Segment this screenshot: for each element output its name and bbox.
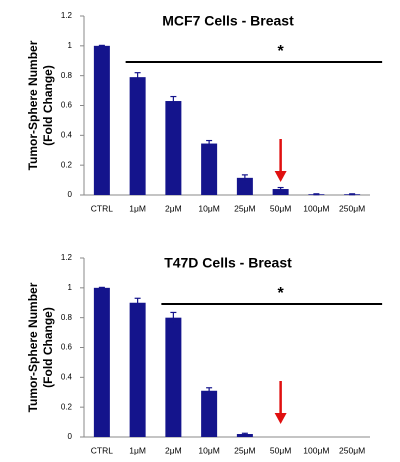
y-axis-label: (Fold Change)	[41, 307, 55, 388]
y-axis-label: (Fold Change)	[41, 65, 55, 146]
bar	[165, 317, 182, 437]
y-tick-label: 0.4	[61, 130, 73, 139]
arrow-head	[274, 171, 287, 182]
x-tick-label: 10μM	[198, 203, 219, 213]
y-axis-label: Tumor-Sphere Number	[26, 40, 40, 170]
bar	[272, 189, 289, 195]
x-tick-label: 1μM	[129, 203, 146, 213]
y-tick-label: 0.8	[61, 313, 73, 322]
y-axis-label: Tumor-Sphere Number	[26, 282, 40, 412]
y-tick-label: 0.2	[61, 402, 73, 411]
error-bar	[206, 387, 213, 395]
error-bar	[313, 193, 320, 196]
y-tick-label: 0.6	[61, 343, 73, 352]
x-tick-label: 50μM	[270, 203, 291, 213]
x-tick-label: 25μM	[234, 203, 255, 213]
chart-title: MCF7 Cells - Breast	[162, 13, 294, 29]
bar	[236, 434, 253, 437]
error-bar	[349, 193, 356, 196]
significance-star: *	[278, 43, 285, 60]
y-tick-label: 0	[68, 432, 73, 441]
bar	[129, 302, 146, 437]
x-tick-label: CTRL	[91, 203, 113, 213]
bar	[93, 45, 110, 196]
y-tick-label: 1	[68, 41, 73, 50]
y-tick-label: 1	[68, 283, 73, 292]
bar	[93, 287, 110, 437]
x-tick-label: 250μM	[339, 445, 365, 455]
error-bar	[277, 186, 284, 192]
error-bar	[98, 44, 105, 47]
x-tick-label: 100μM	[303, 203, 329, 213]
significance-star: *	[278, 285, 285, 302]
x-tick-label: CTRL	[91, 445, 113, 455]
arrow-head	[274, 413, 287, 424]
error-bar	[170, 95, 177, 107]
error-bar	[206, 139, 213, 148]
error-bar	[98, 286, 105, 289]
x-tick-label: 2μM	[165, 445, 182, 455]
y-tick-label: 0	[68, 190, 73, 199]
bar	[201, 143, 218, 195]
y-tick-label: 1.2	[61, 11, 73, 20]
error-bar	[170, 311, 177, 324]
chart-title: T47D Cells - Breast	[164, 255, 292, 271]
x-tick-label: 2μM	[165, 203, 182, 213]
error-bar	[241, 174, 248, 182]
x-tick-label: 250μM	[339, 203, 365, 213]
x-tick-label: 10μM	[198, 445, 219, 455]
y-tick-label: 0.6	[61, 101, 73, 110]
bar	[129, 77, 146, 195]
y-tick-label: 1.2	[61, 253, 73, 262]
bar	[201, 390, 218, 437]
error-bar	[134, 297, 141, 308]
error-bar	[241, 432, 248, 436]
x-tick-label: 25μM	[234, 445, 255, 455]
y-tick-label: 0.8	[61, 71, 73, 80]
y-tick-label: 0.2	[61, 160, 73, 169]
error-bar	[134, 72, 141, 83]
x-tick-label: 100μM	[303, 445, 329, 455]
x-tick-label: 1μM	[129, 445, 146, 455]
x-tick-label: 50μM	[270, 445, 291, 455]
bar	[165, 101, 182, 195]
y-tick-label: 0.4	[61, 372, 73, 381]
bar	[236, 177, 253, 195]
